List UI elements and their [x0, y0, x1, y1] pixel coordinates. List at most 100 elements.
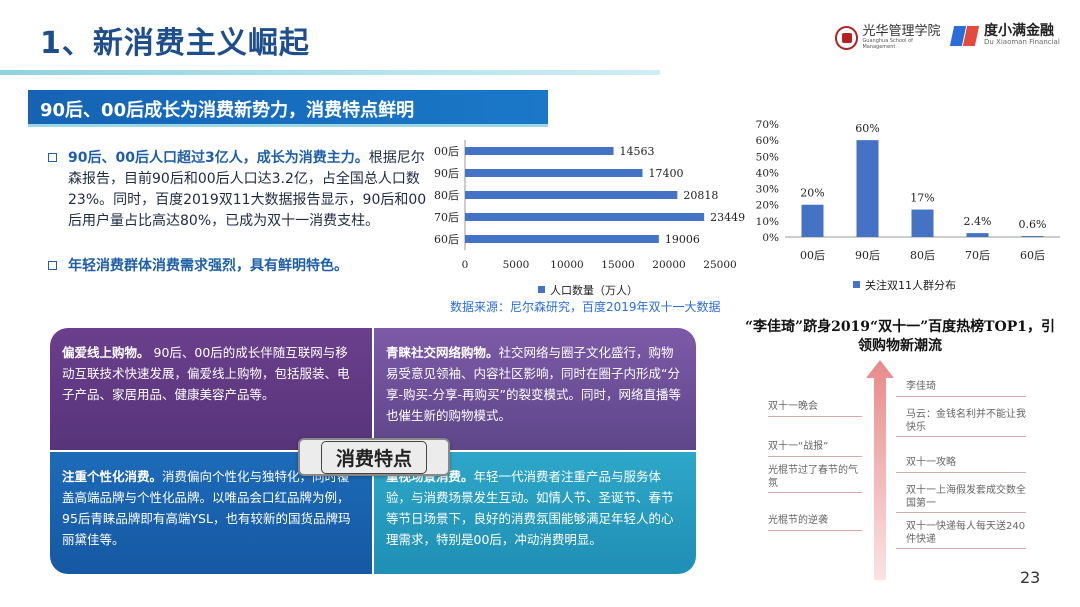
up-arrow-icon [866, 360, 894, 580]
column [911, 209, 934, 237]
quad-1-body: 90后、00后的成长伴随互联网与移动互联技术快速发展，偏爱线上购物，包括服装、电… [62, 345, 350, 402]
logo1-name: 光华管理学院 [862, 24, 941, 39]
data-label: 17400 [648, 167, 683, 180]
timeline-divider [896, 548, 1026, 549]
title-underline [0, 70, 660, 75]
quad-3-body: 消费偏向个性化与独特化，同时覆盖高端品牌与个性化品牌。以唯品会口红品牌为例，95… [62, 469, 351, 547]
timeline-left-item: 双十一“战报” [768, 441, 829, 452]
center-label: 消费特点 [320, 440, 427, 474]
x-tick-label: 20000 [652, 259, 685, 271]
logo1-sub: Guanghua School of Management [862, 38, 913, 50]
hotlist-title: “李佳琦”跻身2019“双十一”百度热榜TOP1，引领购物新潮流 [744, 319, 1056, 354]
category-label: 60后 [434, 233, 459, 246]
timeline-right-item: 双十一攻略 [906, 457, 956, 468]
bar [465, 147, 614, 155]
y-tick-label: 40% [756, 167, 779, 179]
bullet-population: 90后、00后人口超过3亿人，成长为消费主力。根据尼尔森报告，目前90后和00后… [48, 148, 433, 232]
timeline-right-item: 双十一快递每人每天送240件快递 [906, 521, 1026, 545]
quad-1-head: 偏爱线上购物。 [62, 345, 150, 360]
legend-label: 关注双11人群分布 [865, 278, 956, 292]
column [966, 233, 989, 237]
timeline-divider [768, 416, 862, 417]
bullet-1-head: 90后、00后人口超过3亿人，成长为消费主力。 [68, 150, 369, 166]
x-tick-label: 10000 [550, 259, 583, 271]
category-label: 00后 [434, 145, 459, 158]
logo2-name: 度小满金融 [984, 23, 1054, 39]
logo2-sub: Du Xiaoman Financial [984, 38, 1060, 46]
legend-swatch [538, 286, 545, 293]
category-label: 70后 [965, 249, 990, 262]
data-label: 0.6% [1019, 218, 1047, 231]
data-label: 14563 [620, 145, 655, 158]
x-tick-label: 5000 [503, 259, 530, 271]
timeline-divider [768, 492, 862, 493]
column [801, 204, 824, 237]
data-label: 23449 [710, 211, 745, 224]
timeline-right-item: 马云：金钱名利并不能让我快乐 [906, 409, 1026, 433]
double11-column-chart: 0% 10% 20% 30% 40% 50% 60% 70% 20% 00后 60% 90后 17% 80… [756, 119, 1060, 292]
square-bullet-icon [48, 153, 57, 162]
data-label: 17% [910, 192, 934, 205]
x-tick-label: 15000 [601, 259, 634, 271]
duxiaoman-mark-icon [952, 24, 978, 46]
bullet-demand: 年轻消费群体消费需求强烈，具有鲜明特色。 [48, 256, 433, 277]
y-tick-label: 60% [756, 135, 779, 147]
category-label: 70后 [434, 211, 459, 224]
data-label: 19006 [665, 233, 700, 246]
category-label: 90后 [855, 249, 880, 262]
column [856, 140, 879, 237]
quad-personalized: 注重个性化消费。消费偏向个性化与独特化，同时覆盖高端品牌与个性化品牌。以唯品会口… [50, 452, 372, 574]
duxiaoman-logo: 度小满金融 Du Xiaoman Financial [952, 24, 1060, 46]
legend-swatch [853, 281, 860, 288]
timeline-divider [768, 456, 862, 457]
timeline-divider [896, 436, 1026, 437]
bar [465, 235, 659, 243]
timeline-left-item: 双十一晚会 [768, 401, 818, 412]
timeline-left-item: 光棍节的逆袭 [768, 515, 828, 526]
timeline-divider [896, 512, 1026, 513]
timeline-right-item: 双十一上海假发套成交数全国第一 [906, 485, 1026, 509]
bullet-1-body: 根据尼尔森报告，目前90后和00后人口达3.2亿，占全国总人口数23%。同时，百… [68, 150, 427, 229]
y-tick-label: 20% [756, 200, 779, 212]
timeline-divider [896, 472, 1026, 473]
quad-4-body: 年轻一代消费者注重产品与服务体验，与消费场景发生互动。如情人节、圣诞节、春节等节… [386, 469, 674, 547]
quad-scene-consumption: 重视场景消费。年轻一代消费者注重产品与服务体验，与消费场景发生互动。如情人节、圣… [374, 452, 696, 574]
data-label: 20818 [683, 189, 718, 202]
category-label: 90后 [434, 167, 459, 180]
data-label: 60% [855, 122, 879, 135]
bullet-2-head: 年轻消费群体消费需求强烈，具有鲜明特色。 [68, 258, 348, 274]
x-tick-label: 25000 [703, 259, 736, 271]
data-label: 20% [800, 187, 824, 200]
square-bullet-icon [48, 261, 57, 270]
section-subtitle: 90后、00后成长为消费新势力，消费特点鲜明 [40, 100, 415, 121]
legend-label: 人口数量（万人） [550, 284, 638, 297]
column [1021, 236, 1044, 237]
data-label: 2.4% [964, 215, 992, 228]
category-label: 80后 [910, 249, 935, 262]
population-bar-chart: 00后 14563 90后 17400 80后 20818 70后 23449 60后 19006… [434, 140, 745, 297]
data-source: 数据来源：尼尔森研究，百度2019年双十一大数据 [450, 300, 721, 314]
page-number: 23 [1020, 568, 1041, 587]
seal-icon [835, 26, 859, 50]
timeline-divider [896, 396, 1026, 397]
bar [465, 213, 705, 221]
y-tick-label: 70% [756, 119, 779, 131]
y-tick-label: 0% [762, 232, 779, 244]
quad-3-head: 注重个性化消费。 [62, 469, 163, 484]
x-tick-label: 0 [462, 259, 469, 271]
section-subtitle-bar: 90后、00后成长为消费新势力，消费特点鲜明 [28, 90, 548, 124]
timeline-left-item: 光棍节过了春节的气氛 [768, 465, 858, 489]
category-label: 60后 [1020, 249, 1045, 262]
consumption-features-tag: 消费特点 [298, 438, 450, 476]
category-label: 00后 [800, 249, 825, 262]
page-title: 1、新消费主义崛起 [40, 26, 310, 61]
timeline-divider [768, 530, 862, 531]
bar [465, 169, 643, 177]
timeline-right-item: 李佳琦 [906, 381, 936, 392]
quad-social-shopping: 青睐社交网络购物。社交网络与圈子文化盛行，购物易受意见领袖、内容社区影响，同时在… [374, 328, 696, 450]
quad-2-body: 社交网络与圈子文化盛行，购物易受意见领袖、内容社区影响，同时在圈子内形成“分享-… [386, 345, 682, 423]
subtitle-underline [28, 124, 548, 127]
bar [465, 191, 678, 199]
guanghua-logo: 光华管理学院 Guanghua School of Management [835, 24, 945, 52]
y-tick-label: 30% [756, 184, 779, 196]
